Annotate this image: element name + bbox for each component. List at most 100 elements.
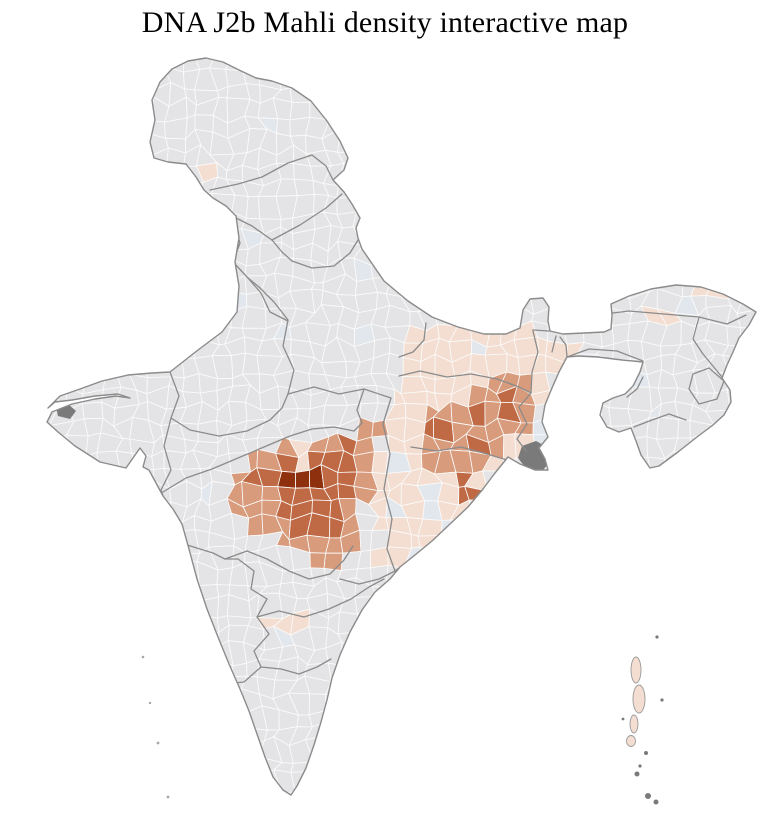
- district-cell[interactable]: [418, 562, 444, 586]
- district-cell[interactable]: [705, 85, 732, 107]
- district-cell[interactable]: [578, 113, 599, 134]
- district-cell[interactable]: [578, 57, 602, 73]
- district-cell[interactable]: [447, 80, 477, 101]
- district-cell[interactable]: [296, 802, 310, 813]
- district-cell[interactable]: [438, 243, 451, 263]
- district-cell[interactable]: [617, 103, 634, 116]
- district-cell[interactable]: [129, 726, 156, 746]
- district-cell[interactable]: [368, 149, 395, 167]
- district-cell[interactable]: [512, 49, 538, 76]
- district-cell[interactable]: [320, 86, 339, 108]
- district-cell[interactable]: [481, 760, 505, 777]
- district-cell[interactable]: [757, 673, 770, 698]
- district-cell[interactable]: [36, 786, 57, 808]
- district-cell[interactable]: [755, 615, 770, 637]
- district-cell[interactable]: [577, 442, 596, 459]
- district-cell[interactable]: [247, 774, 264, 792]
- district-cell[interactable]: [370, 54, 393, 75]
- district-cell[interactable]: [579, 240, 600, 263]
- district-cell[interactable]: [560, 784, 583, 803]
- district-cell[interactable]: [503, 67, 522, 90]
- district-cell[interactable]: [386, 611, 409, 634]
- district-cell[interactable]: [437, 786, 450, 804]
- district-cell[interactable]: [481, 737, 505, 762]
- district-cell[interactable]: [611, 358, 632, 376]
- district-cell[interactable]: [309, 84, 325, 103]
- district-cell[interactable]: [692, 754, 715, 771]
- district-cell[interactable]: [680, 804, 694, 813]
- district-cell[interactable]: [482, 550, 502, 572]
- district-cell[interactable]: [503, 470, 517, 487]
- district-cell[interactable]: [177, 721, 202, 747]
- district-cell[interactable]: [616, 788, 630, 806]
- district-cell[interactable]: [754, 704, 770, 725]
- district-cell[interactable]: [386, 594, 409, 614]
- district-cell[interactable]: [279, 803, 297, 813]
- district-cell[interactable]: [597, 162, 615, 183]
- district-cell[interactable]: [514, 802, 536, 813]
- district-cell[interactable]: [544, 599, 563, 615]
- district-cell[interactable]: [692, 180, 716, 203]
- district-cell[interactable]: [560, 113, 584, 138]
- district-cell[interactable]: [758, 488, 770, 505]
- district-cell[interactable]: [579, 657, 601, 684]
- district-cell[interactable]: [470, 549, 489, 566]
- district-cell[interactable]: [35, 736, 60, 762]
- district-cell[interactable]: [483, 88, 506, 103]
- district-cell[interactable]: [448, 214, 470, 235]
- district-cell[interactable]: [533, 102, 556, 120]
- district-cell[interactable]: [114, 517, 140, 537]
- district-cell[interactable]: [384, 736, 408, 763]
- district-cell[interactable]: [434, 231, 451, 245]
- district-cell[interactable]: [639, 579, 659, 602]
- district-cell[interactable]: [502, 611, 514, 629]
- district-cell[interactable]: [65, 277, 90, 297]
- district-cell[interactable]: [628, 212, 647, 232]
- district-cell[interactable]: [131, 51, 151, 76]
- district-cell[interactable]: [35, 150, 60, 164]
- district-cell[interactable]: [752, 433, 770, 459]
- district-cell[interactable]: [440, 758, 459, 771]
- district-cell[interactable]: [689, 577, 709, 598]
- district-cell[interactable]: [694, 690, 714, 710]
- district-cell[interactable]: [208, 249, 230, 258]
- district-cell[interactable]: [97, 790, 121, 811]
- district-cell[interactable]: [385, 708, 407, 727]
- district-cell[interactable]: [499, 305, 522, 329]
- district-cell[interactable]: [641, 99, 660, 124]
- district-cell[interactable]: [722, 743, 748, 759]
- district-cell[interactable]: [545, 256, 567, 277]
- district-cell[interactable]: [660, 259, 685, 281]
- district-cell[interactable]: [113, 547, 140, 565]
- district-cell[interactable]: [145, 279, 167, 297]
- district-cell[interactable]: [484, 528, 508, 556]
- district-cell[interactable]: [753, 378, 770, 395]
- district-cell[interactable]: [481, 625, 504, 645]
- district-cell[interactable]: [338, 804, 359, 813]
- district-cell[interactable]: [82, 752, 102, 778]
- district-cell[interactable]: [448, 261, 475, 279]
- district-cell[interactable]: [753, 257, 770, 281]
- district-cell[interactable]: [161, 257, 183, 281]
- district-cell[interactable]: [753, 805, 770, 813]
- district-cell[interactable]: [437, 584, 455, 601]
- district-cell[interactable]: [499, 132, 519, 153]
- district-cell[interactable]: [415, 786, 440, 803]
- district-cell[interactable]: [437, 562, 460, 588]
- district-cell[interactable]: [578, 209, 600, 236]
- district-cell[interactable]: [488, 292, 501, 312]
- district-cell[interactable]: [307, 802, 329, 813]
- district-cell[interactable]: [96, 608, 123, 632]
- district-cell[interactable]: [547, 83, 572, 104]
- district-cell[interactable]: [503, 193, 521, 220]
- district-cell[interactable]: [309, 53, 330, 73]
- district-cell[interactable]: [662, 467, 681, 487]
- district-cell[interactable]: [117, 791, 137, 811]
- district-cell[interactable]: [352, 131, 374, 156]
- district-cell[interactable]: [449, 705, 473, 732]
- district-cell[interactable]: [88, 256, 107, 279]
- district-cell[interactable]: [39, 72, 54, 92]
- district-cell[interactable]: [454, 176, 472, 202]
- district-cell[interactable]: [162, 306, 184, 326]
- district-cell[interactable]: [373, 807, 393, 813]
